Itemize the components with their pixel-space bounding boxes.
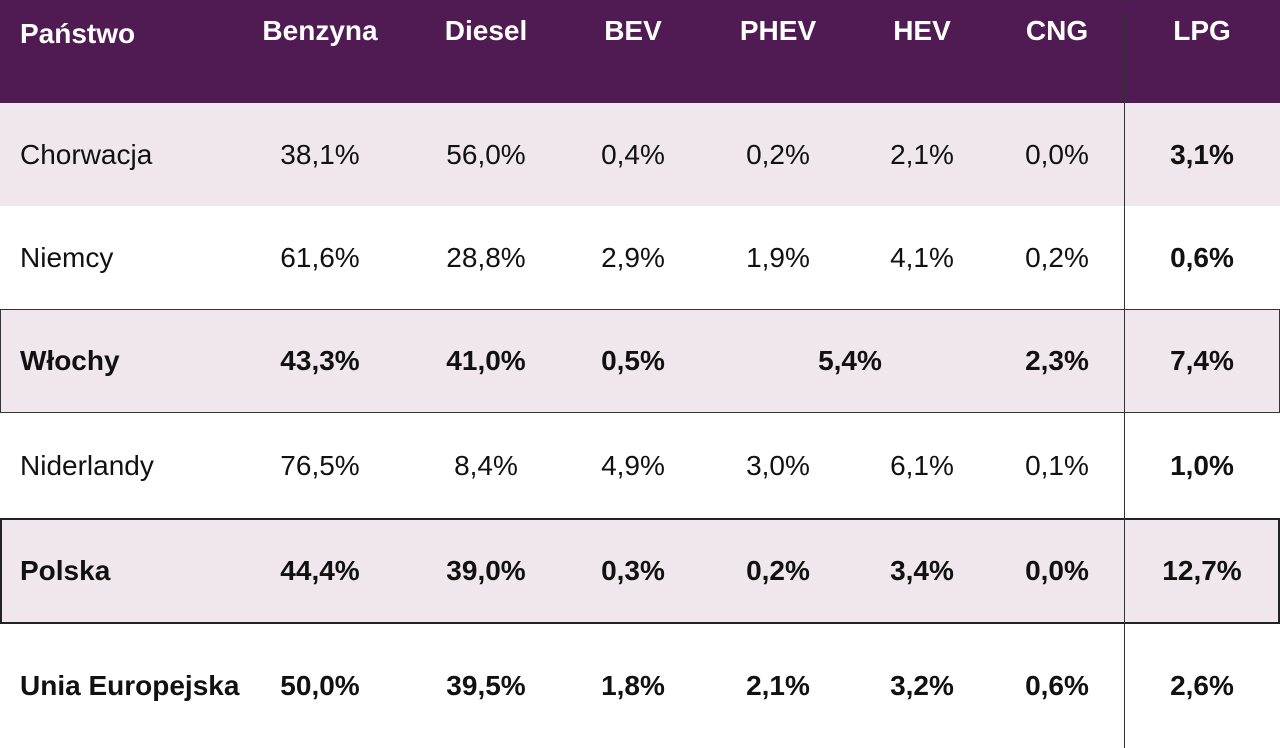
country-cell: Polska [20,555,111,586]
value-cell: 2,6% [1170,670,1234,701]
table-row: Włochy 43,3% 41,0% 0,5% 5,4% 2,3% 7,4% [0,309,1280,413]
value-cell: 56,0% [446,138,526,170]
table-row: Polska 44,4% 39,0% 0,3% 0,2% 3,4% 0,0% 12,7% [0,518,1280,624]
value-cell: 76,5% [280,449,360,481]
table-row: Niemcy 61,6% 28,8% 2,9% 1,9% 4,1% 0,2% 0,6% [0,206,1280,309]
value-cell: 1,0% [1170,449,1234,481]
value-cell: 1,8% [601,670,665,701]
value-cell: 38,1% [280,138,360,170]
value-cell: 3,1% [1170,138,1234,170]
country-cell: Chorwacja [20,138,153,170]
value-cell: 0,0% [1025,555,1089,586]
header-row: Państwo Benzyna Diesel BEV PHEV HEV CNG LPG [0,0,1280,103]
value-cell: 6,1% [890,449,954,481]
value-cell: 28,8% [446,241,526,273]
value-cell: 7,4% [1170,345,1234,376]
value-cell: 2,1% [746,670,810,701]
value-cell: 50,0% [280,670,360,701]
value-cell: 0,6% [1025,670,1089,701]
value-cell: 41,0% [446,345,526,376]
country-cell: Unia Europejska [20,670,240,701]
value-cell: 12,7% [1162,555,1242,586]
header-cell: Państwo [20,18,136,49]
header-cell: LPG [1173,15,1231,46]
value-cell: 43,3% [280,345,360,376]
value-cell: 0,3% [601,555,665,586]
header-cell: HEV [893,15,951,46]
value-cell: 39,5% [446,670,526,701]
value-cell: 0,2% [746,555,810,586]
table-row: Niderlandy 76,5% 8,4% 4,9% 3,0% 6,1% 0,1% 1,0% [0,413,1280,518]
value-cell: 39,0% [446,555,526,586]
value-cell: 0,5% [601,345,665,376]
header-cell: Diesel [444,15,528,46]
value-cell: 0,0% [1025,138,1089,170]
value-cell: 0,4% [601,138,665,170]
value-cell: 3,0% [746,449,810,481]
value-cell: 2,1% [890,138,954,170]
value-cell: 44,4% [280,555,360,586]
country-cell: Włochy [20,345,120,376]
value-cell: 5,4% [818,345,882,376]
value-cell: 3,4% [890,555,954,586]
value-cell: 0,1% [1025,449,1089,481]
header-cell: PHEV [739,15,817,46]
value-cell: 61,6% [280,241,360,273]
value-cell: 0,2% [1025,241,1089,273]
value-cell: 2,9% [601,241,665,273]
table-row: Chorwacja 38,1% 56,0% 0,4% 0,2% 2,1% 0,0% 3,1% [0,103,1280,206]
country-cell: Niemcy [20,241,114,273]
value-cell: 8,4% [454,449,518,481]
country-cell: Niderlandy [20,449,154,481]
header-cell: CNG [1025,15,1089,46]
table-row: Unia Europejska 50,0% 39,5% 1,8% 2,1% 3,2% 0,6… [0,624,1280,748]
value-cell: 4,9% [601,449,665,481]
header-cell: BEV [604,15,662,46]
value-cell: 0,6% [1170,241,1234,273]
value-cell: 4,1% [890,241,954,273]
value-cell: 3,2% [890,670,954,701]
lpg-column-divider [1124,12,1125,748]
value-cell: 2,3% [1025,345,1089,376]
value-cell: 0,2% [746,138,810,170]
value-cell: 1,9% [746,241,810,273]
header-cell: Benzyna [262,15,378,46]
